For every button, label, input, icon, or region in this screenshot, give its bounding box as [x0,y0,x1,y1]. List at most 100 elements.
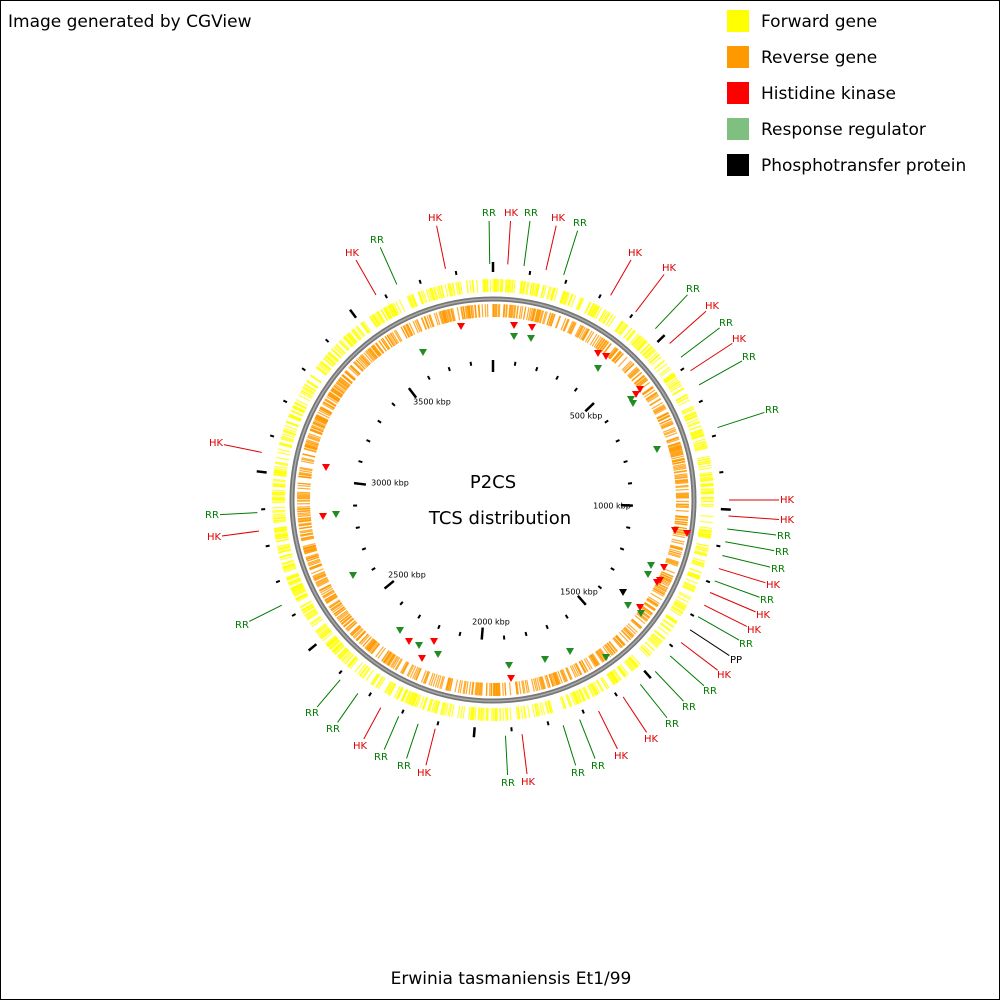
feature-label: HK [504,208,519,219]
forward-gene [592,306,601,319]
reverse-gene [456,307,461,321]
forward-gene [672,388,685,396]
reverse-gene [622,361,633,372]
forward-gene [517,706,520,720]
feature-label: RR [742,352,756,363]
outer-tick [384,294,388,299]
reverse-gene [303,545,317,550]
forward-gene [338,340,349,352]
reverse-gene [407,664,415,677]
forward-gene [272,516,286,520]
reverse-gene [547,313,554,326]
reverse-gene [297,518,312,521]
forward-gene [619,324,628,336]
reverse-gene [477,682,480,696]
feature-leader [562,725,577,766]
outer-tick [656,334,666,343]
forward-gene [315,367,327,376]
tcs-marker [619,589,627,596]
inner-tick [513,361,517,366]
feature-label: HK [732,334,747,345]
forward-gene [273,520,287,524]
feature-label: HK [614,751,629,762]
reverse-gene [301,458,315,463]
reverse-gene [471,305,475,319]
forward-gene [277,545,291,551]
reverse-gene [330,389,342,399]
forward-gene [279,553,293,558]
forward-gene [286,420,299,427]
inner-tick [597,585,603,590]
reverse-gene [316,579,329,587]
forward-gene [273,473,287,477]
reverse-gene [335,381,348,391]
reverse-gene [653,406,666,414]
forward-gene [406,691,413,704]
reverse-gene [369,641,379,653]
forward-gene [471,279,474,293]
forward-gene [607,315,617,328]
reverse-gene [608,641,618,653]
forward-gene [522,281,526,295]
reverse-gene [570,322,577,335]
reverse-gene [669,447,683,452]
forward-gene [521,281,525,295]
forward-gene [619,664,629,676]
feature-leader [725,541,775,552]
forward-gene [318,627,330,637]
reverse-gene [468,305,472,319]
reverse-gene [440,676,446,690]
reverse-gene [530,308,535,322]
tcs-marker [434,651,442,658]
forward-gene [439,701,445,715]
forward-gene [575,297,582,310]
inner-tick [391,402,396,407]
forward-gene [292,587,305,594]
forward-gene [377,677,386,690]
reverse-gene [309,563,322,569]
reverse-gene [535,309,540,323]
reverse-gene [669,548,682,554]
forward-gene [468,706,471,720]
forward-gene [539,702,544,716]
tcs-marker [683,530,691,537]
forward-gene [674,601,687,609]
reverse-gene [445,677,451,691]
feature-label: HK [780,495,795,506]
reverse-gene [533,308,539,322]
forward-gene [477,707,480,721]
forward-gene [290,582,303,590]
forward-gene [274,531,288,535]
forward-gene [430,287,436,301]
forward-gene [345,334,356,345]
reverse-gene [443,310,448,323]
forward-gene [523,705,527,719]
reverse-gene [661,571,674,578]
forward-gene [628,657,638,669]
forward-gene [365,669,374,682]
forward-gene [301,604,314,612]
forward-gene [559,290,565,304]
forward-gene [572,691,579,705]
forward-gene [640,343,651,354]
reverse-gene [512,305,516,319]
forward-gene [273,472,287,476]
feature-leader [714,580,760,598]
reverse-gene [673,467,687,471]
reverse-gene [297,507,311,510]
forward-gene [432,700,438,713]
forward-gene [478,707,481,721]
reverse-gene [674,473,688,477]
feature-leader [669,655,705,687]
reverse-gene [664,432,678,438]
legend-swatch [727,118,749,140]
forward-gene [660,368,672,378]
forward-gene [328,639,340,649]
reverse-gene [352,627,363,638]
forward-gene [295,593,308,600]
forward-gene [294,402,307,410]
reverse-gene [552,672,559,686]
forward-gene [687,421,701,428]
forward-gene [531,704,536,718]
forward-gene [670,606,683,615]
